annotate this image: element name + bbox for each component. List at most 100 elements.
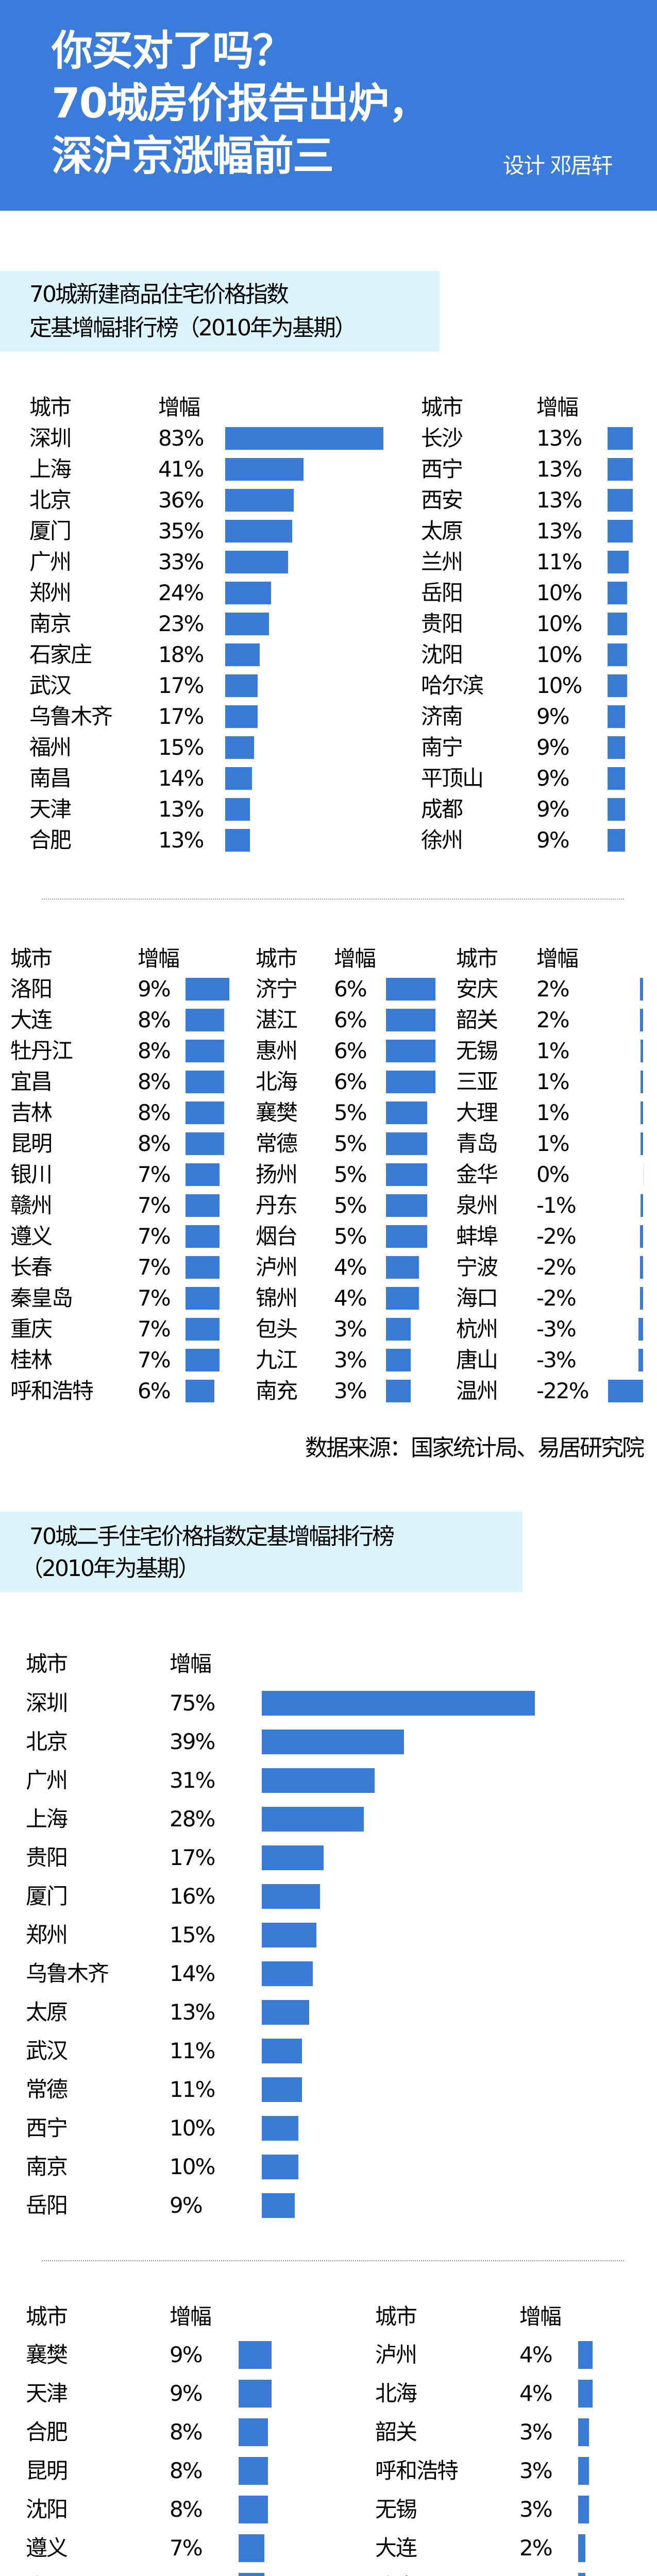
city-name: 武汉 — [29, 673, 72, 698]
city-name: 南宁 — [421, 735, 463, 760]
value-bar — [186, 1225, 220, 1248]
value-bar — [186, 1256, 220, 1279]
value-bar — [608, 489, 633, 512]
change-value: 9% — [536, 704, 570, 729]
city-name: 岳阳 — [421, 580, 463, 605]
change-value: 5% — [334, 1193, 367, 1218]
value-bar — [386, 1009, 435, 1031]
city-name: 乌鲁木齐 — [29, 704, 113, 729]
value-bar — [638, 1349, 643, 1371]
change-value: 7% — [138, 1347, 171, 1372]
city-name: 南京 — [29, 611, 72, 636]
value-bar — [608, 705, 625, 728]
column-header-city: 城市 — [26, 2304, 68, 2329]
data-source-note: 数据来源：国家统计局、易居研究院 — [305, 1435, 645, 1461]
value-bar — [186, 1349, 220, 1371]
city-name: 北京 — [26, 1729, 68, 1754]
value-bar — [225, 643, 260, 666]
change-value: 11% — [170, 2038, 215, 2063]
city-name: 唐山 — [456, 1347, 498, 1372]
change-value: 10% — [536, 580, 582, 605]
change-value: -3% — [536, 1316, 577, 1342]
change-value: 3% — [519, 2458, 553, 2483]
page-title: 你买对了吗？ 70城房价报告出炉， 深沪京涨幅前三 — [52, 25, 429, 182]
change-value: 18% — [158, 642, 204, 667]
value-bar — [262, 2116, 298, 2141]
change-value: 11% — [170, 2077, 215, 2102]
city-name: 杭州 — [456, 1316, 498, 1342]
value-bar — [641, 1071, 643, 1093]
city-name: 南京 — [26, 2154, 68, 2179]
value-bar — [578, 2380, 593, 2408]
value-bar — [225, 705, 258, 728]
value-bar — [262, 1691, 535, 1716]
value-bar — [639, 1225, 643, 1248]
city-name: 襄樊 — [256, 1100, 298, 1125]
city-name: 长春 — [10, 1255, 53, 1280]
city-name: 海口 — [456, 1285, 498, 1311]
change-value: 7% — [138, 1193, 171, 1218]
city-name: 洛阳 — [10, 976, 53, 1002]
column-header-change: 增幅 — [170, 1651, 212, 1676]
value-bar — [386, 1163, 427, 1186]
value-bar — [262, 1730, 404, 1754]
city-name: 济宁 — [256, 976, 298, 1002]
header-banner: 你买对了吗？ 70城房价报告出炉， 深沪京涨幅前三 设计 邓居轩 — [0, 0, 657, 211]
value-bar — [262, 1768, 375, 1793]
change-value: 7% — [138, 1255, 171, 1280]
city-name: 太原 — [26, 1999, 68, 2025]
city-name: 扬州 — [256, 1162, 298, 1187]
city-name: 沈阳 — [421, 642, 463, 667]
city-name: 昆明 — [26, 2458, 68, 2483]
column-header-change: 增幅 — [519, 2304, 562, 2329]
city-name: 厦门 — [26, 1884, 68, 1909]
value-bar — [608, 829, 625, 852]
change-value: 4% — [519, 2381, 553, 2406]
change-value: -3% — [536, 1347, 577, 1372]
city-name: 上海 — [29, 456, 72, 482]
value-bar — [578, 2534, 586, 2562]
city-name: 乌鲁木齐 — [26, 1961, 109, 1986]
change-value: 1% — [536, 1069, 570, 1094]
change-value: 4% — [334, 1255, 367, 1280]
value-bar — [608, 736, 625, 759]
change-value: 13% — [536, 487, 582, 513]
change-value: 17% — [158, 704, 204, 729]
value-bar — [262, 2000, 309, 2025]
city-name: 金华 — [456, 1162, 498, 1187]
value-bar — [225, 613, 269, 635]
city-name: 大连 — [375, 2535, 417, 2561]
value-bar — [386, 978, 435, 1001]
city-name: 三亚 — [456, 1069, 498, 1094]
city-name: 合肥 — [29, 827, 72, 853]
change-value: 8% — [138, 1038, 171, 1063]
value-bar — [608, 427, 633, 450]
change-value: 3% — [334, 1378, 367, 1403]
city-name: 南充 — [256, 1378, 298, 1403]
change-value: 39% — [170, 1729, 215, 1754]
change-value: 9% — [536, 827, 570, 853]
section-new-homes-title-line-2: 定基增幅排行榜（2010年为基期） — [29, 315, 357, 341]
value-bar — [262, 1923, 317, 1947]
city-name: 锦州 — [256, 1285, 298, 1311]
change-value: 5% — [334, 1224, 367, 1249]
value-bar — [639, 1009, 643, 1031]
change-value: 75% — [170, 1690, 215, 1716]
value-bar — [186, 1194, 220, 1217]
city-name: 大连 — [10, 1007, 53, 1032]
section-new-homes-title-box: 70城新建商品住宅价格指数 定基增幅排行榜（2010年为基期） — [0, 271, 440, 352]
value-bar — [386, 1380, 411, 1402]
city-name: 徐州 — [421, 827, 463, 853]
value-bar — [186, 1009, 225, 1031]
column-header-change: 增幅 — [536, 395, 579, 420]
value-bar — [386, 1225, 427, 1248]
city-name: 丹东 — [256, 1193, 298, 1218]
change-value: 10% — [536, 673, 582, 698]
city-name: 九江 — [256, 1347, 298, 1372]
change-value: 16% — [170, 1884, 215, 1909]
value-bar — [641, 1132, 643, 1155]
city-name: 呼和浩特 — [10, 1378, 94, 1403]
city-name: 成都 — [421, 796, 463, 822]
value-bar — [386, 1040, 435, 1062]
change-value: 17% — [170, 1845, 215, 1870]
